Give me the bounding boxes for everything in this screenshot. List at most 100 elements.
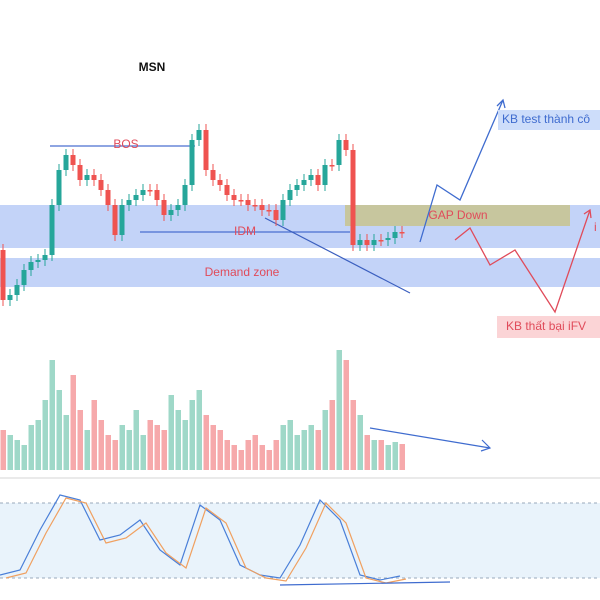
volume-bar bbox=[63, 415, 69, 470]
volume-bar bbox=[385, 445, 391, 470]
volume-bar bbox=[175, 410, 181, 470]
arrow-head bbox=[496, 98, 506, 109]
volume-bar bbox=[21, 445, 27, 470]
candle bbox=[105, 190, 111, 205]
volume-bar bbox=[49, 360, 55, 470]
volume-bar bbox=[119, 425, 125, 470]
volume-bar bbox=[189, 400, 195, 470]
oscillator bbox=[0, 494, 407, 584]
volume-bar bbox=[42, 400, 48, 470]
candle bbox=[273, 210, 279, 220]
idm-label: IDM bbox=[234, 224, 256, 238]
candle bbox=[189, 140, 195, 185]
candle bbox=[196, 130, 202, 140]
volume-bar bbox=[217, 430, 223, 470]
volume-bar bbox=[273, 440, 279, 470]
candle bbox=[350, 150, 356, 245]
volume-bar bbox=[329, 400, 335, 470]
volume-bar bbox=[0, 430, 6, 470]
candle bbox=[245, 200, 251, 205]
candle bbox=[217, 180, 223, 185]
fail-box bbox=[497, 316, 600, 338]
candle bbox=[336, 140, 342, 165]
candles bbox=[0, 124, 405, 306]
candle bbox=[63, 155, 69, 170]
candle bbox=[21, 270, 27, 285]
candle bbox=[56, 170, 62, 205]
volume-bar bbox=[161, 430, 167, 470]
bos-label: BOS bbox=[113, 137, 138, 151]
volume-bar bbox=[112, 440, 118, 470]
candle bbox=[70, 155, 76, 165]
volume-bar bbox=[35, 420, 41, 470]
osc-line bbox=[0, 494, 401, 581]
volume-bar bbox=[168, 395, 174, 470]
volume-bar bbox=[98, 420, 104, 470]
volume-bar bbox=[280, 425, 286, 470]
candle bbox=[175, 205, 181, 210]
success-path bbox=[419, 99, 504, 243]
volume-bar bbox=[357, 415, 363, 470]
candle bbox=[77, 165, 83, 180]
candle bbox=[224, 185, 230, 195]
candle bbox=[266, 210, 272, 212]
fail-label: KB thất bại iFV bbox=[506, 319, 586, 333]
candle bbox=[98, 180, 104, 190]
volume-bar bbox=[294, 435, 300, 470]
demand-band bbox=[0, 258, 600, 287]
volume-bar bbox=[14, 440, 20, 470]
candle bbox=[280, 200, 286, 220]
candle bbox=[238, 200, 244, 202]
candle bbox=[140, 190, 146, 195]
candle bbox=[203, 130, 209, 170]
volume-bar bbox=[196, 390, 202, 470]
volume-bar bbox=[266, 450, 272, 470]
volume-bar bbox=[28, 425, 34, 470]
candle bbox=[84, 175, 90, 180]
edge-label: i bbox=[594, 220, 597, 234]
volume-trend bbox=[369, 427, 491, 449]
volume-bar bbox=[301, 430, 307, 470]
candle bbox=[357, 240, 363, 245]
candle bbox=[133, 195, 139, 200]
candle bbox=[329, 165, 335, 167]
volume-bar bbox=[245, 440, 251, 470]
volume-bar bbox=[210, 425, 216, 470]
volume-bar bbox=[343, 360, 349, 470]
volume-bar bbox=[392, 442, 398, 470]
candle bbox=[371, 240, 377, 245]
candle bbox=[14, 285, 20, 295]
candle bbox=[315, 175, 321, 185]
candle bbox=[112, 205, 118, 235]
candle bbox=[168, 210, 174, 215]
candle bbox=[161, 200, 167, 215]
candle bbox=[392, 232, 398, 238]
gap-label: GAP Down bbox=[428, 208, 487, 222]
demand-label: Demand zone bbox=[205, 265, 280, 279]
volume-bar bbox=[371, 440, 377, 470]
volume-bar bbox=[350, 400, 356, 470]
osc-signal bbox=[5, 497, 407, 584]
volume-bar bbox=[259, 445, 265, 470]
volume-bar bbox=[336, 350, 342, 470]
volume-bar bbox=[231, 445, 237, 470]
osc-trend bbox=[279, 581, 451, 586]
volume-bar bbox=[203, 415, 209, 470]
candle bbox=[0, 250, 6, 300]
candle bbox=[308, 175, 314, 180]
osc-band bbox=[0, 503, 600, 578]
candle bbox=[42, 255, 48, 260]
volume-bar bbox=[364, 435, 370, 470]
volume-bar bbox=[322, 410, 328, 470]
candle bbox=[399, 232, 405, 234]
candle bbox=[343, 140, 349, 150]
volume-bar bbox=[56, 390, 62, 470]
volume-bar bbox=[140, 435, 146, 470]
volume-bar bbox=[126, 430, 132, 470]
arrow-head bbox=[480, 439, 492, 452]
candle bbox=[322, 165, 328, 185]
volume-bar bbox=[84, 430, 90, 470]
volume-bar bbox=[105, 435, 111, 470]
